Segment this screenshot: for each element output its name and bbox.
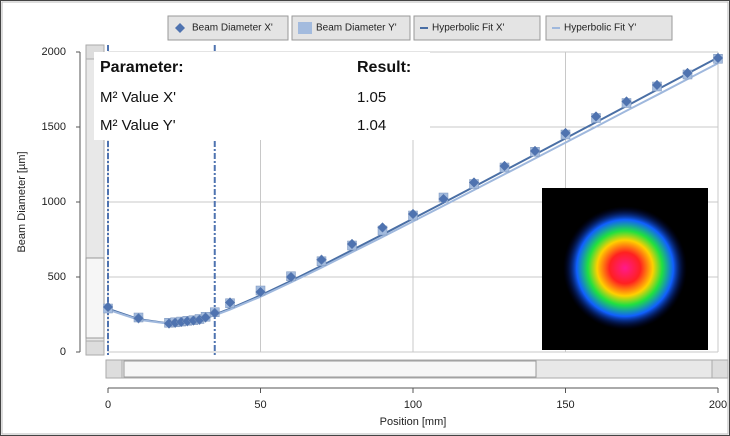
beam-spot [563,206,687,330]
y-tick-label: 500 [48,271,66,283]
x-tick-label: 100 [404,399,422,411]
chart: Beam Diameter [µm] Position [mm] Beam Di… [0,0,730,436]
table-header: Result: [357,59,411,76]
legend-item[interactable]: Beam Diameter Y' [292,16,410,40]
table-cell: M² Value Y' [100,117,176,134]
legend-label: Beam Diameter Y' [316,23,397,34]
y-tick-label: 2000 [42,46,66,58]
legend-label: Beam Diameter X' [192,23,273,34]
h-scroll-left[interactable] [106,360,122,378]
legend-item[interactable]: Beam Diameter X' [168,16,288,40]
x-axis-label: Position [mm] [380,416,447,428]
x-tick-label: 50 [254,399,266,411]
y-tick-label: 0 [60,346,66,358]
v-scroll-thumb[interactable] [86,258,104,338]
legend-item[interactable]: Hyperbolic Fit Y' [546,16,672,40]
table-header: Parameter: [100,59,184,76]
h-scroll-right[interactable] [712,360,728,378]
legend-item[interactable]: Hyperbolic Fit X' [414,16,540,40]
h-scrollbar[interactable] [106,360,728,378]
table-cell: 1.05 [357,89,386,106]
legend-label: Hyperbolic Fit X' [432,23,505,34]
y-tick-label: 1000 [42,196,66,208]
y-axis-label: Beam Diameter [µm] [16,151,28,252]
table-cell: 1.04 [357,117,386,134]
y-tick-label: 1500 [42,121,66,133]
x-tick-label: 200 [709,399,727,411]
h-scroll-thumb[interactable] [124,361,536,377]
x-tick-label: 0 [105,399,111,411]
table-cell: M² Value X' [100,89,176,106]
v-scroll-down[interactable] [86,341,104,355]
legend-label: Hyperbolic Fit Y' [564,23,636,34]
legend: Beam Diameter X' Beam Diameter Y' Hyperbol… [168,16,672,40]
legend-icon [298,22,312,34]
x-tick-label: 150 [556,399,574,411]
